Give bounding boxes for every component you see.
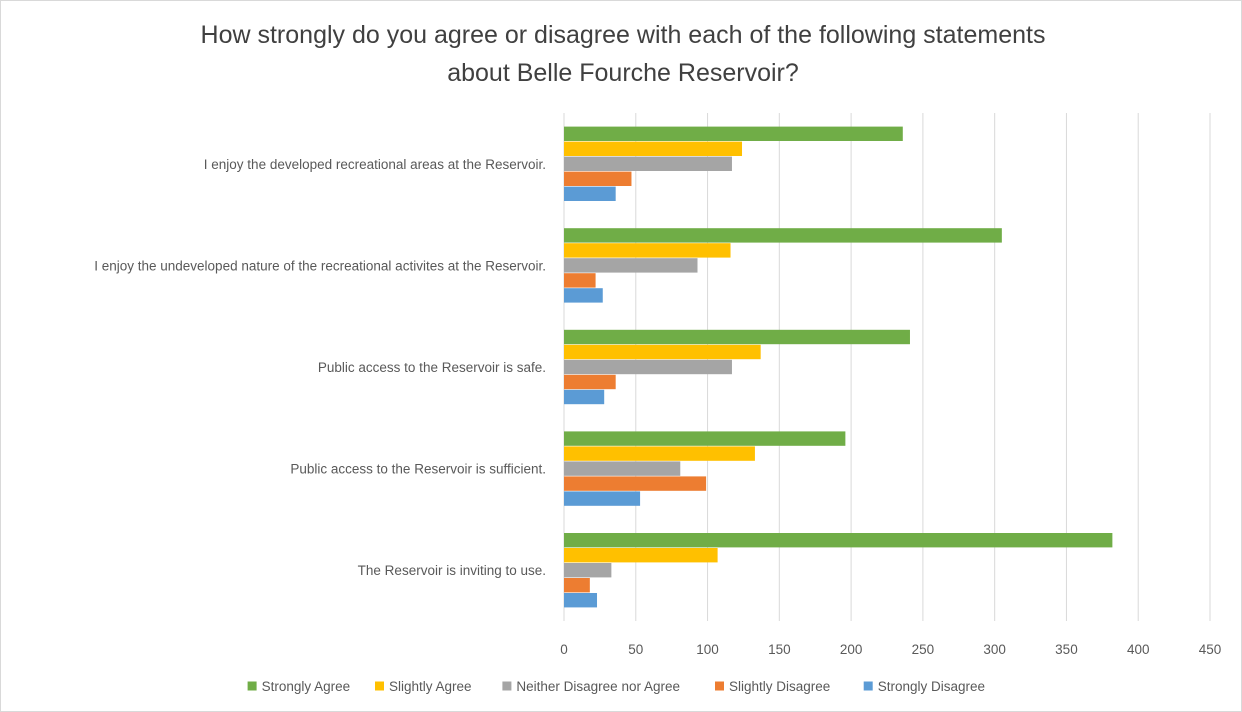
bar-strongly-disagree-cat-2 — [564, 288, 603, 303]
bar-strongly-disagree-cat-3 — [564, 389, 605, 405]
bar-slightly-disagree-cat-4 — [564, 476, 707, 491]
chart-title-line-1: How strongly do you agree or disagree wi… — [201, 21, 1046, 49]
legend: Strongly Agree Slightly Agree Neither Disa… — [247, 679, 985, 694]
bar-strongly-agree-cat-3 — [564, 329, 910, 345]
legend-item-neither-disagree-nor-agree: Neither Disagree nor Agree — [502, 679, 680, 694]
bars — [564, 126, 1113, 608]
chart-title: How strongly do you agree or disagree wi… — [201, 21, 1046, 87]
legend-item-slightly-agree: Slightly Agree — [375, 679, 472, 694]
bar-neither-disagree-nor-agree-cat-5 — [564, 563, 612, 578]
bar-strongly-disagree-cat-1 — [564, 186, 616, 201]
bar-neither-disagree-nor-agree-cat-1 — [564, 156, 732, 171]
bar-strongly-agree-cat-5 — [564, 533, 1113, 548]
x-tick-label-50: 50 — [628, 642, 643, 657]
bar-strongly-agree-cat-2 — [564, 228, 1002, 243]
category-label-5: The Reservoir is inviting to use. — [358, 563, 546, 578]
bar-neither-disagree-nor-agree-cat-4 — [564, 461, 681, 476]
bar-slightly-disagree-cat-3 — [564, 374, 616, 390]
legend-label-strongly-agree: Strongly Agree — [262, 679, 351, 694]
bar-strongly-disagree-cat-5 — [564, 593, 598, 608]
category-label-1: I enjoy the developed recreational areas… — [204, 157, 546, 172]
legend-swatch-slightly-agree — [375, 681, 384, 691]
category-label-2: I enjoy the undeveloped nature of the re… — [94, 258, 546, 273]
legend-item-slightly-disagree: Slightly Disagree — [715, 679, 830, 694]
legend-item-strongly-disagree: Strongly Disagree — [863, 679, 985, 694]
x-tick-label-0: 0 — [560, 642, 568, 657]
legend-label-neither-disagree-nor-agree: Neither Disagree nor Agree — [516, 679, 680, 694]
x-tick-label-100: 100 — [696, 642, 719, 657]
bar-slightly-agree-cat-1 — [564, 141, 743, 156]
legend-item-strongly-agree: Strongly Agree — [247, 679, 351, 694]
bar-slightly-agree-cat-2 — [564, 243, 731, 258]
category-label-4: Public access to the Reservoir is suffic… — [290, 462, 546, 477]
legend-swatch-strongly-disagree — [863, 681, 873, 691]
gridlines — [563, 113, 1211, 621]
x-tick-label-200: 200 — [840, 642, 863, 657]
chart-title-line-2: about Belle Fourche Reservoir? — [447, 59, 799, 87]
legend-label-slightly-disagree: Slightly Disagree — [729, 679, 830, 694]
bar-slightly-agree-cat-5 — [564, 548, 718, 563]
legend-swatch-strongly-agree — [247, 681, 257, 691]
x-tick-labels: 0 50 100 150 200 250 300 350 400 450 — [560, 642, 1221, 657]
x-tick-label-400: 400 — [1127, 642, 1150, 657]
legend-swatch-neither-disagree-nor-agree — [502, 681, 512, 691]
legend-label-strongly-disagree: Strongly Disagree — [878, 679, 985, 694]
bar-strongly-agree-cat-4 — [564, 431, 846, 446]
legend-swatch-slightly-disagree — [715, 681, 724, 691]
bar-slightly-disagree-cat-2 — [564, 273, 596, 288]
x-tick-label-150: 150 — [768, 642, 791, 657]
category-label-3: Public access to the Reservoir is safe. — [318, 360, 546, 375]
legend-label-slightly-agree: Slightly Agree — [389, 679, 472, 694]
bar-slightly-disagree-cat-1 — [564, 171, 632, 186]
bar-neither-disagree-nor-agree-cat-2 — [564, 258, 698, 273]
x-tick-label-450: 450 — [1199, 642, 1222, 657]
bar-slightly-agree-cat-4 — [564, 446, 755, 461]
bar-slightly-agree-cat-3 — [564, 344, 761, 360]
x-tick-label-350: 350 — [1055, 642, 1078, 657]
x-tick-label-250: 250 — [912, 642, 935, 657]
bar-slightly-disagree-cat-5 — [564, 578, 590, 593]
bar-strongly-disagree-cat-4 — [564, 491, 641, 506]
category-labels: I enjoy the developed recreational areas… — [94, 157, 546, 578]
bar-neither-disagree-nor-agree-cat-3 — [564, 359, 732, 375]
x-tick-label-300: 300 — [983, 642, 1006, 657]
bar-strongly-agree-cat-1 — [564, 126, 903, 141]
